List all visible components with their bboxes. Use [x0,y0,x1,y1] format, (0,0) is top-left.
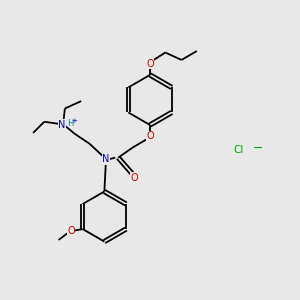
Text: −: − [252,142,263,155]
Text: O: O [67,226,75,236]
Text: O: O [146,131,154,141]
Text: N: N [102,154,110,164]
Text: O: O [146,59,154,69]
Text: O: O [131,173,139,183]
Text: +: + [71,118,77,124]
Text: N: N [58,120,66,130]
Text: H: H [67,119,74,128]
Text: Cl: Cl [233,145,244,155]
